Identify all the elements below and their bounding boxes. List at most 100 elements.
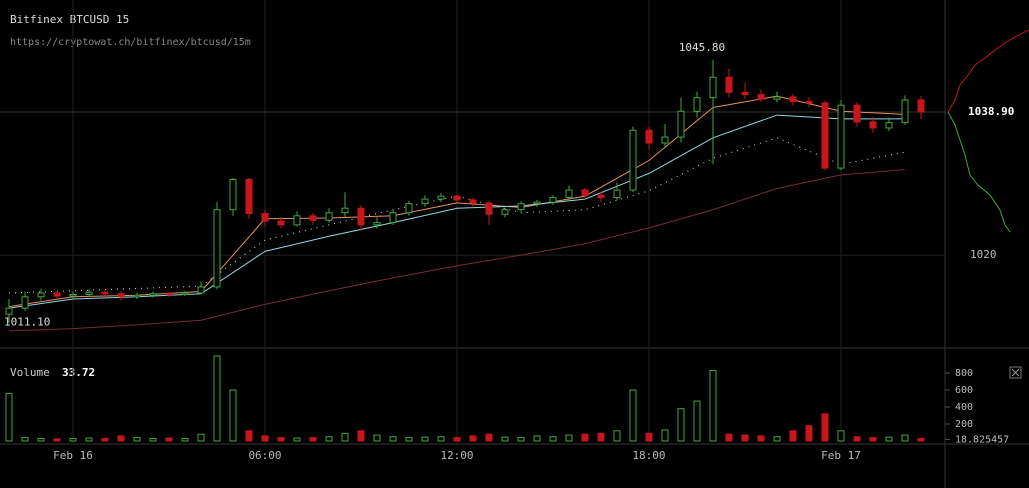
volume-bar	[501, 436, 509, 442]
candle-body	[517, 203, 525, 211]
volume-bar	[773, 436, 781, 442]
candle-body	[853, 104, 861, 123]
candle-body	[789, 96, 797, 102]
volume-bar	[581, 433, 589, 442]
volume-bar	[213, 355, 221, 442]
candle-body	[917, 99, 925, 113]
volume-bar	[229, 389, 237, 442]
x-tick-label: 12:00	[440, 449, 473, 462]
x-tick-label: 06:00	[248, 449, 281, 462]
volume-bar	[21, 437, 29, 442]
candle-body	[757, 94, 765, 100]
candle-body	[549, 197, 557, 203]
close-icon	[1011, 368, 1020, 377]
volume-bar	[117, 435, 125, 442]
volume-tick-label: 400	[955, 402, 973, 413]
indicator-line	[8, 169, 906, 332]
volume-bar	[357, 430, 365, 442]
volume-tick-label: 200	[955, 419, 973, 430]
volume-bar	[741, 434, 749, 442]
candle-body	[821, 102, 829, 169]
candle-body	[341, 207, 349, 214]
volume-bar	[453, 437, 461, 442]
volume-bar	[757, 435, 765, 442]
candle-body	[117, 293, 125, 298]
candle-body	[501, 209, 509, 215]
x-tick-label: 18:00	[632, 449, 665, 462]
candle-body	[85, 291, 93, 296]
chart-title: Bitfinex BTCUSD 15	[10, 13, 129, 26]
volume-bar	[245, 430, 253, 442]
volume-bar	[149, 437, 157, 442]
chart-url: https://cryptowat.ch/bitfinex/btcusd/15m	[10, 37, 251, 48]
candle-body	[325, 212, 333, 221]
candle-body	[453, 195, 461, 201]
candle-body	[197, 286, 205, 294]
candle-body	[101, 291, 109, 295]
candle-body	[613, 189, 621, 199]
candle-body	[149, 293, 157, 296]
volume-bar	[373, 434, 381, 442]
volume-bar	[485, 433, 493, 442]
volume-bar	[805, 425, 813, 442]
depth-bids	[947, 111, 1011, 233]
candle-body	[213, 209, 221, 288]
volume-bar	[405, 437, 413, 442]
candle-body	[437, 195, 445, 200]
volume-bar	[613, 430, 621, 442]
candle-body	[677, 110, 685, 138]
volume-bar	[837, 430, 845, 442]
volume-bar	[53, 438, 61, 442]
volume-bar	[693, 400, 701, 442]
candle-body	[373, 222, 381, 226]
volume-bar	[101, 437, 109, 442]
volume-bar	[917, 437, 925, 442]
close-volume-pane[interactable]	[1009, 366, 1022, 379]
volume-bar	[309, 437, 317, 442]
candle-body	[565, 189, 573, 199]
volume-bar	[901, 434, 909, 442]
candle-body	[53, 292, 61, 297]
last-price-label: 1038.90	[968, 105, 1014, 118]
volume-bar	[533, 435, 541, 442]
candle-body	[261, 213, 269, 222]
candle-body	[693, 97, 701, 112]
volume-bar	[181, 437, 189, 442]
candle-body	[165, 293, 173, 296]
candle-body	[5, 307, 13, 315]
volume-bar	[885, 436, 893, 442]
candle-body	[405, 203, 413, 214]
candle-body	[885, 122, 893, 129]
candle-body	[805, 100, 813, 104]
candle-body	[277, 220, 285, 226]
volume-bar	[821, 413, 829, 442]
candle-body	[469, 199, 477, 204]
volume-bar	[645, 432, 653, 442]
volume-title: Volume	[10, 366, 50, 379]
candle-body	[181, 292, 189, 296]
candle-body	[69, 294, 77, 297]
candle-body	[389, 212, 397, 224]
candle-body	[661, 136, 669, 144]
candle-body	[725, 76, 733, 93]
volume-bar	[437, 436, 445, 442]
volume-bar	[133, 437, 141, 442]
volume-bar	[517, 437, 525, 442]
volume-bar	[725, 433, 733, 442]
candle-body	[629, 129, 637, 191]
y-tick-label: 1020	[970, 248, 997, 261]
x-tick-label: Feb 16	[53, 449, 93, 462]
indicator-line	[8, 114, 905, 309]
volume-bar	[37, 437, 45, 442]
candle-body	[533, 201, 541, 205]
candle-body	[229, 178, 237, 211]
candle-body	[901, 99, 909, 124]
volume-bar	[389, 436, 397, 442]
candle-body	[709, 76, 717, 99]
volume-bar	[325, 436, 333, 442]
candle-body	[485, 202, 493, 215]
candle-body	[133, 294, 141, 298]
volume-bar	[293, 437, 301, 442]
candle-body	[773, 96, 781, 100]
